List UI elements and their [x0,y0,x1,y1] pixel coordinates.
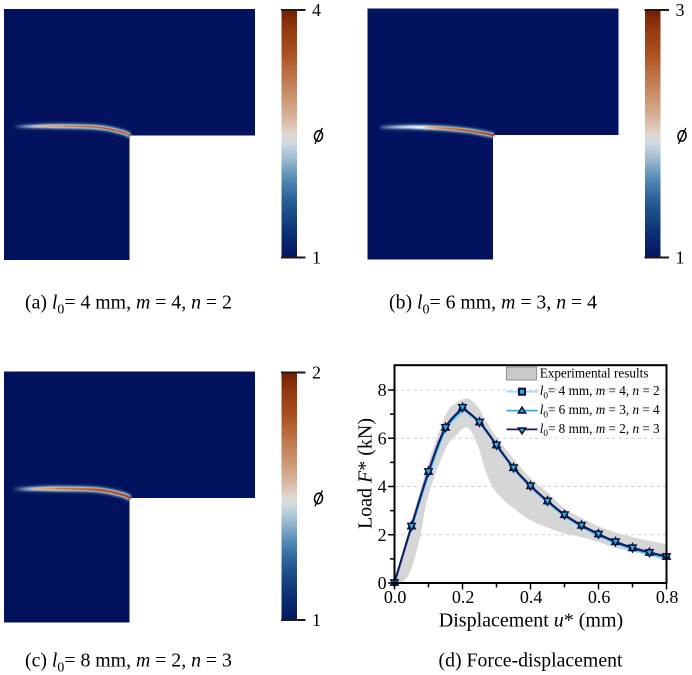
svg-text:Load F* (kN): Load F* (kN) [355,418,377,529]
svg-text:4: 4 [312,0,321,20]
svg-text:2: 2 [312,363,321,383]
svg-text:6: 6 [378,428,387,448]
svg-text:Displacement u* (mm): Displacement u* (mm) [439,610,623,632]
svg-text:Experimental results: Experimental results [540,365,649,380]
svg-text:0.2: 0.2 [452,587,475,607]
svg-text:(c) l0= 8 mm, m = 2, n = 3: (c) l0= 8 mm, m = 2, n = 3 [25,649,232,675]
svg-text:1: 1 [312,610,321,630]
svg-text:0.8: 0.8 [656,587,679,607]
svg-text:8: 8 [378,380,387,400]
svg-text:0.6: 0.6 [588,587,611,607]
svg-text:l0= 8 mm, m = 2, n = 3: l0= 8 mm, m = 2, n = 3 [540,421,660,438]
svg-text:l0= 6 mm, m = 3, n = 4: l0= 6 mm, m = 3, n = 4 [540,402,660,419]
svg-text:0.0: 0.0 [384,587,407,607]
svg-text:0.4: 0.4 [520,587,543,607]
svg-text:1: 1 [676,248,685,268]
svg-text:(d) Force-displacement: (d) Force-displacement [438,649,623,671]
svg-text:l0= 4 mm, m = 4, n = 2: l0= 4 mm, m = 4, n = 2 [540,383,660,400]
svg-text:1: 1 [312,248,321,268]
svg-text:2: 2 [378,525,387,545]
svg-text:4: 4 [378,477,387,497]
svg-text:0: 0 [378,573,387,593]
svg-text:3: 3 [676,0,685,20]
